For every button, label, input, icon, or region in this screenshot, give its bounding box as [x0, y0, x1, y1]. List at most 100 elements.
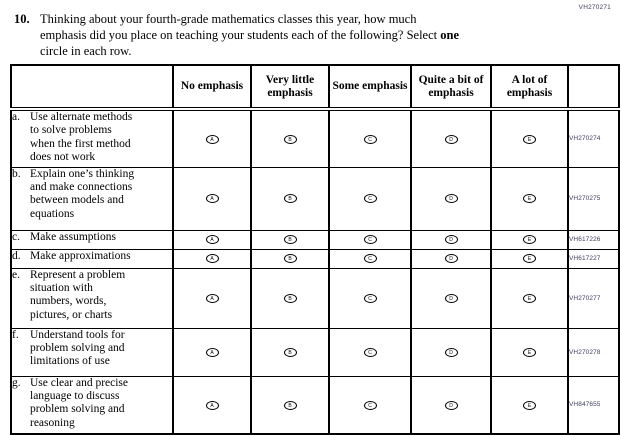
- option-cell-some-emphasis: C: [328, 248, 412, 269]
- option-cell-no-emphasis: A: [172, 327, 252, 377]
- option-cell-a-lot-of-emphasis: E: [490, 248, 569, 269]
- row-item-code: VH617227: [567, 248, 620, 269]
- answer-bubble[interactable]: C: [363, 194, 377, 204]
- option-cell-no-emphasis: A: [172, 108, 252, 168]
- answer-bubble[interactable]: E: [523, 134, 536, 144]
- item-statement-cell: a. Use alternate methods to solve problem…: [10, 108, 174, 168]
- column-header: Quite a bit of emphasis: [410, 64, 492, 111]
- answer-bubble[interactable]: A: [205, 400, 219, 410]
- option-cell-no-emphasis: A: [172, 375, 252, 435]
- answer-bubble[interactable]: A: [205, 254, 219, 264]
- answer-bubble[interactable]: B: [283, 235, 297, 245]
- answer-bubble[interactable]: D: [444, 293, 458, 303]
- option-cell-very-little-emphasis: B: [250, 327, 330, 377]
- answer-bubble[interactable]: D: [444, 254, 458, 264]
- option-cell-very-little-emphasis: B: [250, 229, 330, 250]
- item-letter: e.: [12, 268, 20, 281]
- item-letter: a.: [12, 111, 20, 123]
- option-cell-very-little-emphasis: B: [250, 267, 330, 329]
- table-header: No emphasis Very little emphasis Some emph…: [10, 64, 620, 111]
- item-letter: b.: [12, 167, 21, 180]
- emphasis-matrix-table: No emphasis Very little emphasis Some emph…: [10, 64, 620, 435]
- question-number: 10.: [14, 12, 30, 26]
- bold-word-one: one: [440, 28, 459, 42]
- option-cell-a-lot-of-emphasis: E: [490, 267, 569, 329]
- row-item-code: VH270278: [567, 327, 620, 377]
- item-text: Use alternate methods to solve problems wh…: [30, 111, 133, 164]
- answer-bubble[interactable]: D: [444, 235, 458, 245]
- option-cell-quite-a-bit-of-emphasis: D: [410, 375, 492, 435]
- option-cell-some-emphasis: C: [328, 267, 412, 329]
- question-line-2: emphasis did you place on teaching your …: [40, 28, 459, 42]
- answer-bubble[interactable]: D: [444, 400, 458, 410]
- option-cell-some-emphasis: C: [328, 166, 412, 231]
- answer-bubble[interactable]: B: [283, 254, 297, 264]
- answer-bubble[interactable]: D: [444, 347, 458, 357]
- answer-bubble[interactable]: B: [283, 134, 297, 144]
- answer-bubble[interactable]: E: [523, 293, 536, 303]
- answer-bubble[interactable]: C: [363, 400, 377, 410]
- answer-bubble[interactable]: E: [523, 254, 536, 264]
- table-row: g. Use clear and precise language to disc…: [10, 375, 620, 435]
- option-cell-very-little-emphasis: B: [250, 166, 330, 231]
- answer-bubble[interactable]: A: [205, 347, 219, 357]
- answer-bubble[interactable]: A: [205, 134, 219, 144]
- column-header: A lot of emphasis: [490, 64, 569, 111]
- option-cell-quite-a-bit-of-emphasis: D: [410, 108, 492, 168]
- option-cell-a-lot-of-emphasis: E: [490, 166, 569, 231]
- option-cell-some-emphasis: C: [328, 108, 412, 168]
- option-cell-quite-a-bit-of-emphasis: D: [410, 267, 492, 329]
- answer-bubble[interactable]: E: [523, 347, 536, 357]
- answer-bubble[interactable]: C: [363, 235, 377, 245]
- question-block: 10. Thinking about your fourth-grade mat…: [14, 11, 459, 59]
- code-column-header: [567, 64, 620, 111]
- answer-bubble[interactable]: C: [363, 134, 377, 144]
- question-line-3: circle in each row.: [40, 44, 132, 58]
- option-cell-some-emphasis: C: [328, 229, 412, 250]
- item-text: Understand tools for problem solving and l…: [30, 328, 125, 368]
- form-item-code: VH270271: [578, 4, 611, 11]
- answer-bubble[interactable]: A: [205, 235, 219, 245]
- option-cell-very-little-emphasis: B: [250, 248, 330, 269]
- answer-bubble[interactable]: E: [523, 400, 536, 410]
- option-cell-quite-a-bit-of-emphasis: D: [410, 248, 492, 269]
- item-letter: d.: [12, 249, 21, 262]
- question-text: Thinking about your fourth-grade mathema…: [40, 11, 459, 59]
- answer-bubble[interactable]: A: [205, 194, 219, 204]
- option-cell-some-emphasis: C: [328, 375, 412, 435]
- answer-bubble[interactable]: D: [444, 194, 458, 204]
- answer-bubble[interactable]: D: [444, 134, 458, 144]
- column-header: Some emphasis: [328, 64, 412, 111]
- item-statement-cell: d. Make approximations: [10, 248, 174, 269]
- row-item-code: VH270275: [567, 166, 620, 231]
- answer-bubble[interactable]: C: [363, 293, 377, 303]
- answer-bubble[interactable]: B: [283, 293, 297, 303]
- answer-bubble[interactable]: B: [283, 194, 297, 204]
- answer-bubble[interactable]: C: [363, 254, 377, 264]
- item-text: Use clear and precise language to discuss…: [30, 376, 129, 429]
- option-cell-quite-a-bit-of-emphasis: D: [410, 229, 492, 250]
- column-header: No emphasis: [172, 64, 252, 111]
- row-item-code: VH847655: [567, 375, 620, 435]
- table-row: d. Make approximations A B C D E VH61722…: [10, 248, 620, 269]
- answer-bubble[interactable]: C: [363, 347, 377, 357]
- answer-bubble[interactable]: A: [205, 293, 219, 303]
- option-cell-some-emphasis: C: [328, 327, 412, 377]
- option-cell-very-little-emphasis: B: [250, 375, 330, 435]
- item-statement-cell: e. Represent a problem situation with numb…: [10, 267, 174, 329]
- answer-bubble[interactable]: E: [523, 194, 536, 204]
- table-row: b. Explain one’s thinking and make connec…: [10, 166, 620, 231]
- option-cell-no-emphasis: A: [172, 166, 252, 231]
- table-row: a. Use alternate methods to solve problem…: [10, 108, 620, 168]
- table-row: f. Understand tools for problem solving a…: [10, 327, 620, 377]
- option-cell-a-lot-of-emphasis: E: [490, 375, 569, 435]
- item-text: Make approximations: [30, 249, 131, 262]
- row-item-code: VH617226: [567, 229, 620, 250]
- option-cell-a-lot-of-emphasis: E: [490, 108, 569, 168]
- table-row: c. Make assumptions A B C D E VH617226: [10, 229, 620, 250]
- item-letter: g.: [12, 376, 21, 389]
- item-statement-cell: g. Use clear and precise language to disc…: [10, 375, 174, 435]
- answer-bubble[interactable]: B: [283, 347, 297, 357]
- answer-bubble[interactable]: E: [523, 235, 536, 245]
- answer-bubble[interactable]: B: [283, 400, 297, 410]
